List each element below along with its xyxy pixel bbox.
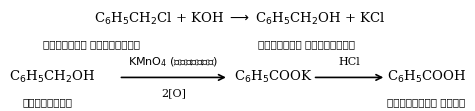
Text: बेन्जिल एल्कोहॉल: बेन्जिल एल्कोहॉल: [258, 40, 355, 50]
Text: C$_6$H$_5$COOH: C$_6$H$_5$COOH: [387, 69, 466, 85]
Text: KMnO$_4$ (क्षारीय): KMnO$_4$ (क्षारीय): [128, 55, 219, 69]
Text: बेन्जिल क्लोराइड: बेन्जिल क्लोराइड: [42, 40, 140, 50]
Text: 2[O]: 2[O]: [161, 88, 186, 98]
Text: C$_6$H$_5$CH$_2$OH: C$_6$H$_5$CH$_2$OH: [9, 69, 95, 85]
Text: बेन्जोइक अम्ल: बेन्जोइक अम्ल: [387, 98, 465, 108]
Text: C$_6$H$_5$CH$_2$Cl + KOH $\longrightarrow$ C$_6$H$_5$CH$_2$OH + KCl: C$_6$H$_5$CH$_2$Cl + KOH $\longrightarro…: [95, 11, 386, 27]
Text: HCl: HCl: [339, 57, 361, 67]
Text: एल्कोहॉल: एल्कोहॉल: [22, 98, 72, 108]
Text: C$_6$H$_5$COOK: C$_6$H$_5$COOK: [234, 69, 313, 85]
